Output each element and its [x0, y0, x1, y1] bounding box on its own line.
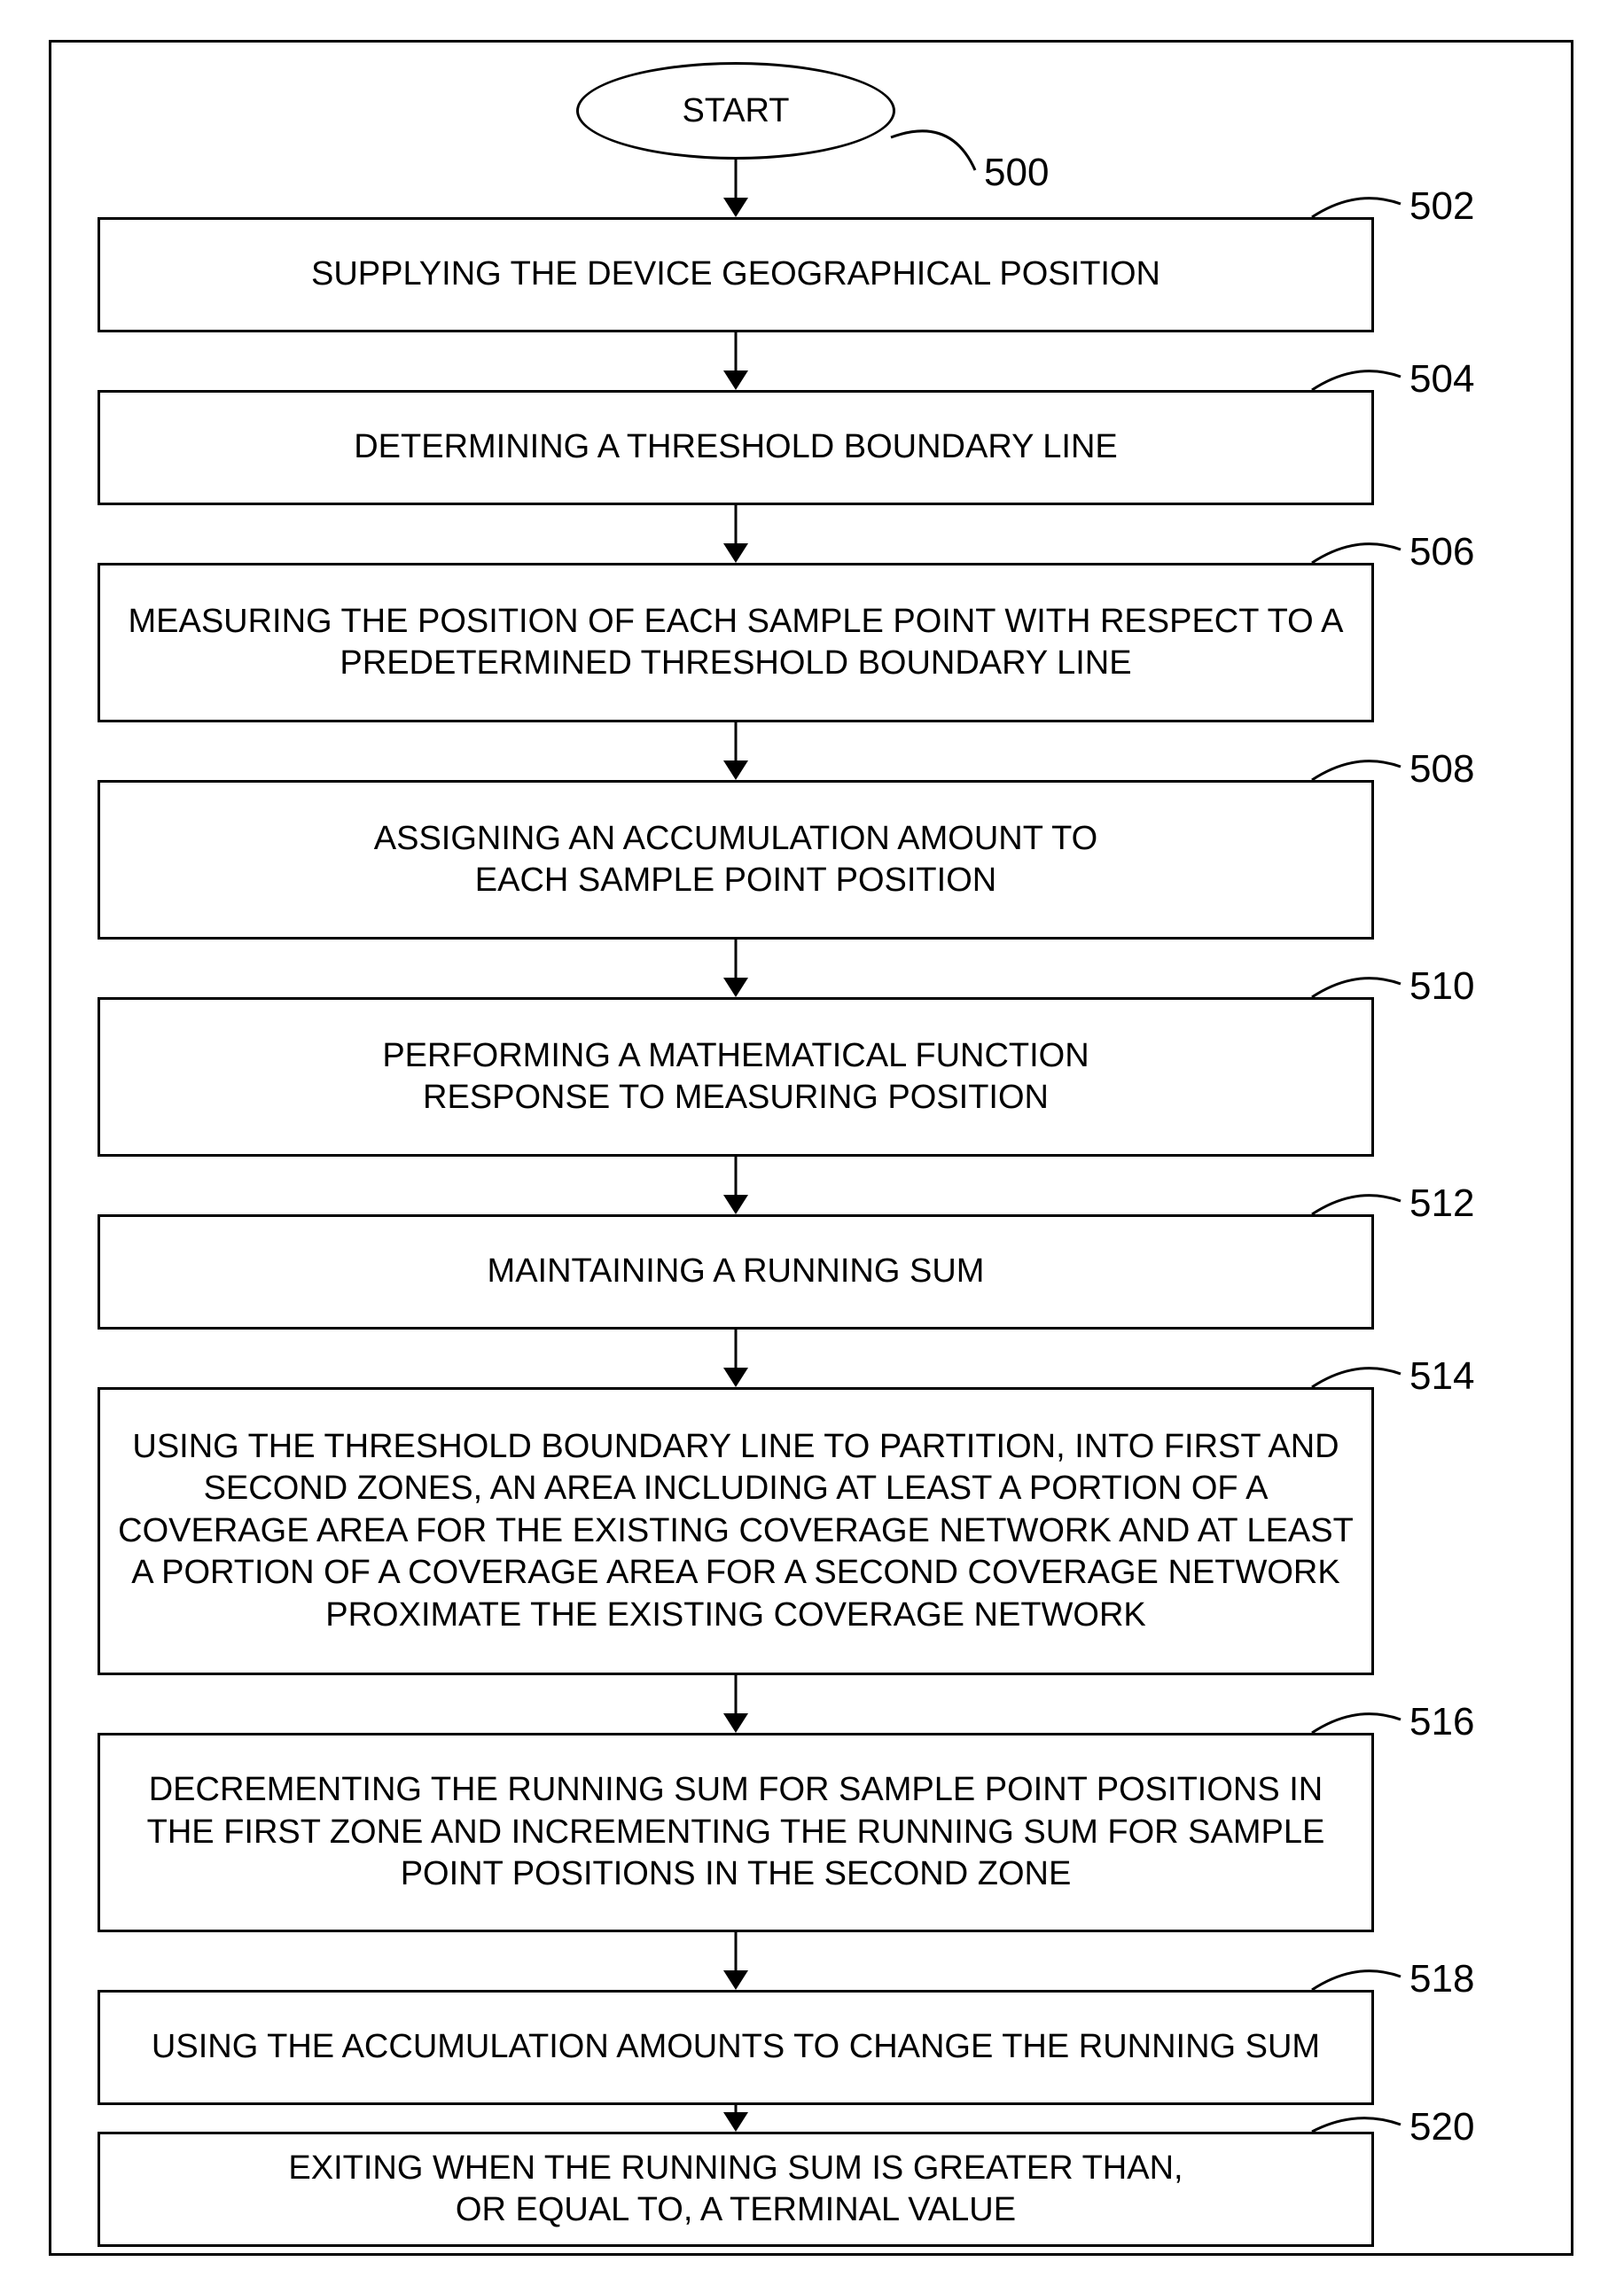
step-box-504: DETERMINING A THRESHOLD BOUNDARY LINE [98, 390, 1374, 505]
step-text: EXITING WHEN THE RUNNING SUM IS GREATER … [288, 2148, 1183, 2232]
step-box-510: PERFORMING A MATHEMATICAL FUNCTIONRESPON… [98, 997, 1374, 1157]
ref-label-510: 510 [1409, 964, 1474, 1009]
step-box-516: DECREMENTING THE RUNNING SUM FOR SAMPLE … [98, 1733, 1374, 1932]
step-text: PERFORMING A MATHEMATICAL FUNCTIONRESPON… [382, 1035, 1089, 1119]
ref-label-506: 506 [1409, 530, 1474, 574]
step-box-512: MAINTAINING A RUNNING SUM [98, 1214, 1374, 1330]
step-text: MEASURING THE POSITION OF EACH SAMPLE PO… [118, 601, 1354, 685]
ref-label-508: 508 [1409, 747, 1474, 792]
step-text: USING THE ACCUMULATION AMOUNTS TO CHANGE… [152, 2026, 1320, 2069]
start-node: START [576, 62, 895, 160]
start-label: START [682, 92, 789, 130]
step-box-518: USING THE ACCUMULATION AMOUNTS TO CHANGE… [98, 1990, 1374, 2105]
step-box-506: MEASURING THE POSITION OF EACH SAMPLE PO… [98, 563, 1374, 722]
ref-label-500: 500 [984, 151, 1049, 195]
step-box-514: USING THE THRESHOLD BOUNDARY LINE TO PAR… [98, 1387, 1374, 1675]
ref-label-504: 504 [1409, 357, 1474, 402]
step-text: DECREMENTING THE RUNNING SUM FOR SAMPLE … [118, 1769, 1354, 1896]
ref-label-516: 516 [1409, 1700, 1474, 1744]
step-text: USING THE THRESHOLD BOUNDARY LINE TO PAR… [118, 1426, 1354, 1637]
step-box-502: SUPPLYING THE DEVICE GEOGRAPHICAL POSITI… [98, 217, 1374, 332]
step-text: ASSIGNING AN ACCUMULATION AMOUNT TOEACH … [374, 818, 1097, 902]
ref-label-502: 502 [1409, 184, 1474, 229]
step-text: DETERMINING A THRESHOLD BOUNDARY LINE [354, 426, 1118, 469]
ref-label-518: 518 [1409, 1957, 1474, 2001]
ref-label-520: 520 [1409, 2105, 1474, 2149]
step-box-520: EXITING WHEN THE RUNNING SUM IS GREATER … [98, 2132, 1374, 2247]
step-text: SUPPLYING THE DEVICE GEOGRAPHICAL POSITI… [311, 253, 1160, 296]
step-text: MAINTAINING A RUNNING SUM [488, 1251, 985, 1293]
ref-label-514: 514 [1409, 1354, 1474, 1399]
ref-label-512: 512 [1409, 1182, 1474, 1226]
step-box-508: ASSIGNING AN ACCUMULATION AMOUNT TOEACH … [98, 780, 1374, 940]
